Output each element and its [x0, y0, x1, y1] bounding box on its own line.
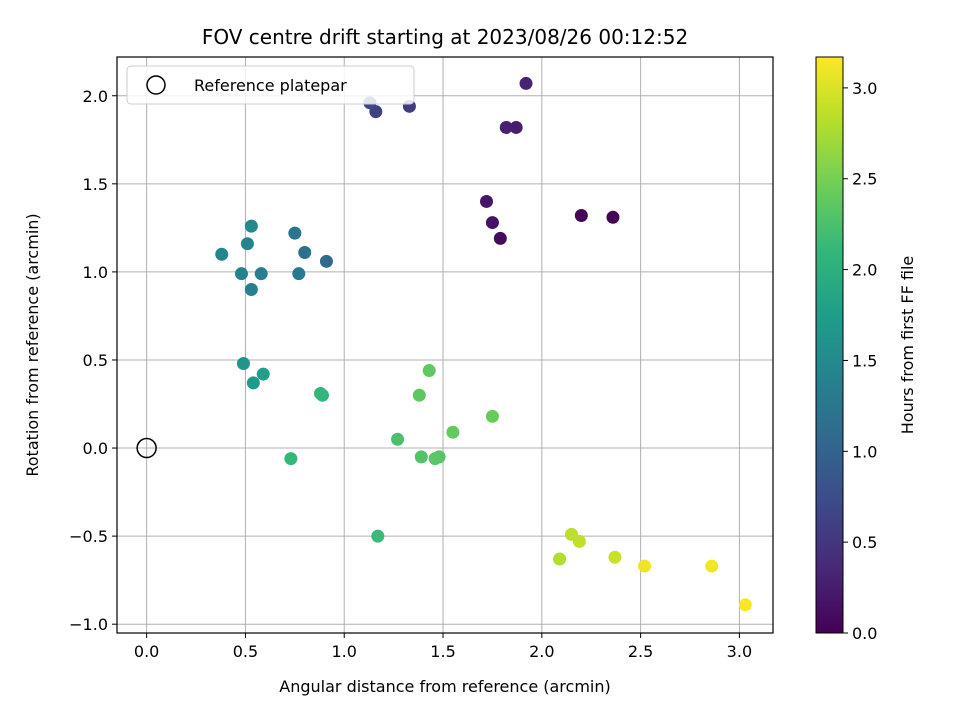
- legend-marker-reference: [146, 75, 166, 95]
- x-tick-label: 2.5: [628, 642, 653, 661]
- data-point: [292, 267, 306, 281]
- data-point: [572, 534, 586, 548]
- colorbar: 0.0 0.5 1.0 1.5 2.0 2.5 3.0 Hours from first F…: [815, 56, 917, 643]
- data-point: [391, 432, 405, 446]
- data-point: [234, 267, 248, 281]
- y-tick-label: −1.0: [69, 615, 108, 634]
- colorbar-tick-label: 1.5: [852, 351, 877, 370]
- data-point: [414, 450, 428, 464]
- legend: Reference platepar: [126, 65, 415, 105]
- data-point: [422, 364, 436, 378]
- data-point: [244, 283, 258, 297]
- colorbar-tick-label: 1.0: [852, 442, 877, 461]
- data-point: [574, 209, 588, 223]
- colorbar-tick-label: 0.5: [852, 533, 877, 552]
- data-point: [493, 231, 507, 245]
- data-point: [608, 550, 622, 564]
- data-point: [371, 529, 385, 543]
- data-point: [485, 409, 499, 423]
- chart-title: FOV centre drift starting at 2023/08/26 …: [202, 25, 688, 49]
- y-axis-ticks: −1.0 −0.5 0.0 0.5 1.0 1.5 2.0: [69, 87, 117, 634]
- y-tick-label: −0.5: [69, 527, 108, 546]
- legend-label-reference: Reference platepar: [194, 76, 347, 95]
- colorbar-tick-label: 3.0: [852, 79, 877, 98]
- data-point: [705, 559, 719, 573]
- data-point: [319, 254, 333, 268]
- data-point: [446, 425, 460, 439]
- legend-box: [126, 65, 415, 105]
- data-point: [298, 246, 312, 260]
- data-point: [485, 216, 499, 230]
- data-point: [519, 76, 533, 90]
- x-axis-label: Angular distance from reference (arcmin): [279, 677, 610, 696]
- x-tick-label: 0.5: [233, 642, 258, 661]
- data-point: [246, 376, 260, 390]
- x-tick-label: 1.5: [430, 642, 455, 661]
- data-point: [215, 247, 229, 261]
- data-point: [738, 598, 752, 612]
- data-point: [499, 120, 513, 134]
- colorbar-tick-label: 2.0: [852, 261, 877, 280]
- data-point: [553, 552, 567, 566]
- x-tick-label: 1.0: [332, 642, 357, 661]
- data-point: [240, 237, 254, 251]
- x-tick-label: 2.0: [529, 642, 554, 661]
- data-point: [606, 210, 620, 224]
- colorbar-gradient: [815, 56, 844, 634]
- data-point: [236, 356, 250, 370]
- data-point: [288, 226, 302, 240]
- data-point: [314, 386, 328, 400]
- x-tick-label: 0.0: [134, 642, 159, 661]
- plot-frame: [116, 56, 774, 634]
- y-tick-label: 1.0: [83, 263, 108, 282]
- data-point: [428, 452, 442, 466]
- y-tick-label: 2.0: [83, 87, 108, 106]
- x-axis-ticks: 0.0 0.5 1.0 1.5 2.0 2.5 3.0: [134, 633, 752, 661]
- data-point: [509, 120, 523, 134]
- colorbar-label: Hours from first FF file: [898, 256, 917, 435]
- y-tick-label: 0.0: [83, 439, 108, 458]
- data-point: [412, 388, 426, 402]
- colorbar-tick-label: 0.0: [852, 624, 877, 643]
- data-point: [256, 367, 270, 381]
- y-tick-label: 0.5: [83, 351, 108, 370]
- grid: [117, 57, 773, 633]
- data-point: [254, 267, 268, 281]
- y-axis-label: Rotation from reference (arcmin): [23, 213, 42, 476]
- x-tick-label: 3.0: [727, 642, 752, 661]
- reference-platepar-marker: [136, 437, 157, 459]
- data-points: [215, 76, 752, 612]
- data-point: [479, 194, 493, 208]
- colorbar-ticks: 0.0 0.5 1.0 1.5 2.0 2.5 3.0: [843, 79, 877, 643]
- colorbar-tick-label: 2.5: [852, 170, 877, 189]
- data-point: [284, 452, 298, 466]
- reference-marker-group: [136, 437, 157, 459]
- data-point: [638, 559, 652, 573]
- y-tick-label: 1.5: [83, 175, 108, 194]
- data-point: [244, 219, 258, 233]
